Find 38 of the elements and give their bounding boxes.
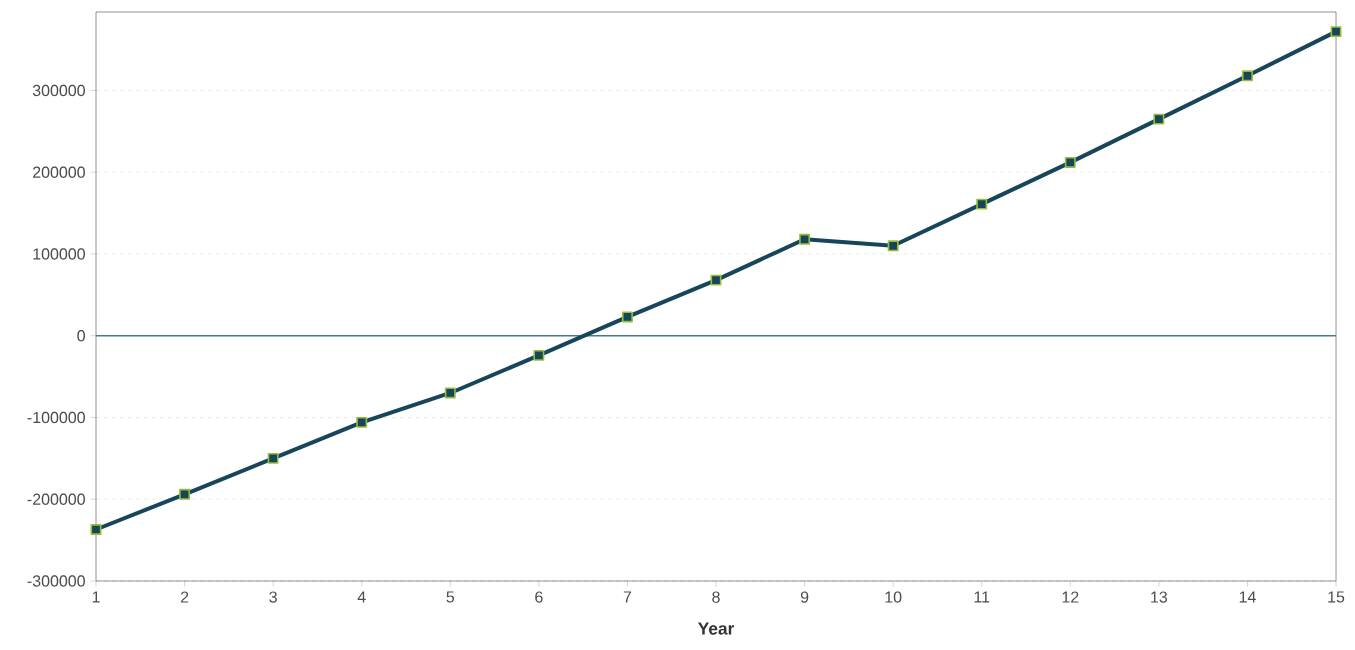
y-tick-label: 200000 — [33, 166, 85, 178]
y-tick-label: 300000 — [32, 84, 85, 97]
x-tick-label: 10 — [885, 591, 902, 603]
point — [533, 349, 545, 361]
point — [1241, 70, 1253, 82]
y-tick-label: 100000 — [33, 248, 85, 260]
point — [1330, 26, 1342, 38]
x-axis-title: Year — [697, 622, 735, 635]
y-tick-label: -200000 — [27, 493, 85, 505]
point — [179, 488, 191, 500]
point — [799, 233, 811, 245]
y-tick-label: -100000 — [27, 411, 85, 424]
x-tick-label: 13 — [1151, 591, 1168, 603]
x-tick-label: 14 — [1239, 591, 1256, 603]
point — [267, 452, 279, 464]
x-tick-label: 1 — [92, 591, 100, 603]
x-tick-label: 8 — [712, 591, 720, 603]
y-tick-label: 0 — [77, 330, 85, 342]
point — [976, 198, 988, 210]
point — [1153, 113, 1165, 125]
x-tick-label: 4 — [357, 591, 366, 603]
point — [887, 240, 899, 252]
point — [710, 274, 722, 286]
x-tick-label: 2 — [180, 591, 189, 603]
x-tick-label: 3 — [269, 591, 277, 603]
x-tick-label: 6 — [535, 591, 543, 603]
point — [1064, 156, 1076, 168]
x-tick-label: 7 — [623, 591, 632, 603]
x-tick-label: 15 — [1328, 591, 1345, 603]
point — [444, 387, 456, 399]
x-tick-label: 12 — [1062, 591, 1079, 603]
x-tick-label: 11 — [974, 591, 990, 603]
x-tick-label: 5 — [446, 591, 455, 603]
y-tick-label: -300000 — [27, 575, 85, 587]
point — [621, 311, 633, 323]
point — [90, 524, 102, 535]
x-tick-label: 9 — [800, 591, 809, 603]
point — [356, 416, 368, 428]
